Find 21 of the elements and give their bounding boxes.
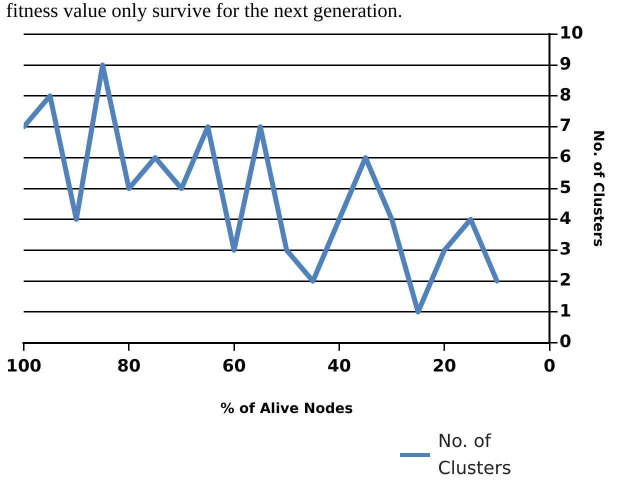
y-tick-label: 5 xyxy=(560,178,572,198)
y-tick-label: 8 xyxy=(560,85,572,106)
y-axis-title: No. of Clusters xyxy=(590,130,606,247)
y-tick-label: 10 xyxy=(560,24,584,44)
text: fitness value only survive for the next generation. xyxy=(6,0,403,23)
x-axis-title: % of Alive Nodes xyxy=(220,401,353,418)
y-tick-label: 3 xyxy=(560,240,572,260)
y-tick-label: 9 xyxy=(560,54,572,74)
x-tick-label: 40 xyxy=(327,356,352,376)
y-tick-label: 1 xyxy=(560,301,572,322)
y-tick-label: 4 xyxy=(560,208,572,229)
x-tick-label: 60 xyxy=(222,356,246,376)
x-tick-label: 20 xyxy=(432,356,456,376)
y-tick-label: 2 xyxy=(560,270,572,290)
y-tick-label: 6 xyxy=(560,147,572,168)
x-tick-label: 80 xyxy=(117,356,141,376)
y-tick-label: 7 xyxy=(560,116,572,136)
y-tick-label: 0 xyxy=(560,332,572,352)
legend-label: No. of Clusters xyxy=(438,430,512,481)
x-tick-label: 100 xyxy=(6,356,42,376)
x-tick-label: 0 xyxy=(544,356,556,376)
